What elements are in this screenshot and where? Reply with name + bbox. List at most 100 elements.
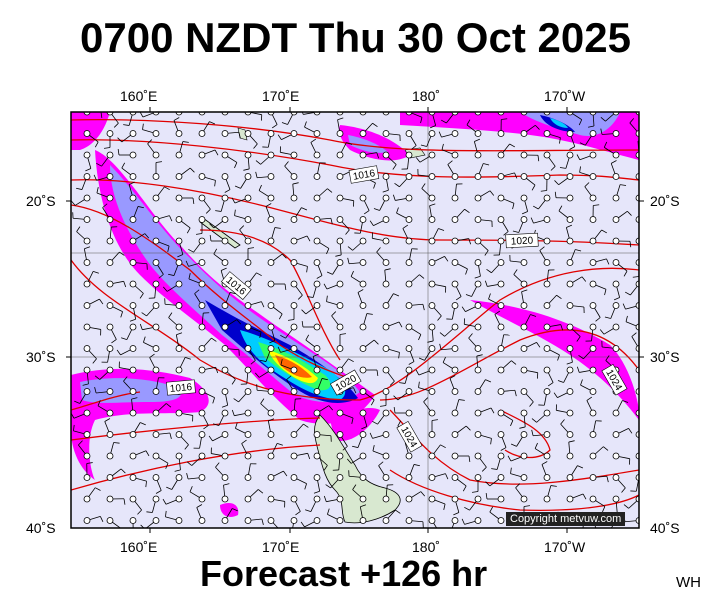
- wind-barb: [515, 483, 528, 503]
- wind-barb: [290, 474, 307, 490]
- wind-barb: [396, 207, 413, 223]
- wind-barb: [162, 495, 183, 505]
- wind-barb: [286, 375, 298, 395]
- wind-barb: [234, 173, 252, 189]
- wind-barb: [210, 447, 229, 460]
- wind-barb: [612, 428, 633, 438]
- wind-barb: [610, 160, 620, 180]
- wind-barb: [244, 130, 258, 149]
- wind-barb: [215, 194, 229, 212]
- left-axis-label: 20˚S: [26, 193, 56, 209]
- wind-barb: [566, 493, 587, 503]
- wind-barb: [474, 163, 490, 180]
- wind-barb: [313, 431, 332, 442]
- wind-barb: [497, 172, 518, 180]
- wind-barb: [428, 473, 449, 481]
- wind-barb: [83, 323, 102, 336]
- rain-core-cyan: [550, 118, 568, 128]
- wind-barb: [612, 237, 632, 248]
- wind-barb: [188, 237, 206, 253]
- wind-barb: [175, 141, 189, 159]
- wind-barb: [175, 167, 195, 180]
- wind-barb: [129, 302, 137, 322]
- wind-barb: [558, 205, 574, 223]
- wind-barb: [584, 182, 597, 202]
- wind-barb: [491, 452, 505, 470]
- wind-barb: [267, 495, 286, 508]
- wind-barb: [423, 397, 436, 417]
- wind-barb: [369, 431, 390, 439]
- wind-barb: [198, 312, 210, 331]
- wind-barb: [439, 343, 459, 352]
- top-axis-label: 160˚E: [120, 88, 158, 104]
- wind-barb: [415, 366, 436, 376]
- wind-barb: [152, 403, 172, 417]
- wind-barb: [106, 280, 127, 288]
- wind-barb: [189, 486, 206, 503]
- wind-barb: [451, 517, 459, 528]
- wind-barb: [447, 160, 459, 180]
- wind-barb: [267, 323, 276, 344]
- wind-barb: [83, 462, 93, 481]
- wind-barb: [378, 461, 390, 481]
- isobar-label-text: 1020: [511, 235, 534, 247]
- wind-barb: [221, 292, 236, 309]
- isobar-line: [71, 139, 639, 181]
- wind-barb: [468, 333, 482, 352]
- wind-barb: [589, 229, 608, 245]
- wind-barb: [359, 122, 378, 137]
- wind-barb: [489, 506, 505, 524]
- wind-barb: [267, 302, 283, 320]
- isobar-labels: 1016 1020 1016 1016 1020 1024 1024: [166, 165, 628, 453]
- wind-barb: [497, 431, 507, 451]
- wind-barb: [369, 216, 390, 226]
- wind-barb: [284, 161, 298, 180]
- wind-barb: [493, 237, 505, 256]
- wind-barb: [198, 173, 216, 187]
- wind-barb: [267, 253, 287, 266]
- wind-barb: [540, 173, 551, 192]
- wind-barb: [554, 191, 574, 202]
- wind-barb: [359, 409, 368, 430]
- wind-barb: [290, 235, 311, 245]
- wind-barb: [117, 149, 137, 159]
- wind-barb: [193, 431, 206, 449]
- wind-barb: [372, 445, 390, 460]
- right-axis-label: 20˚S: [650, 193, 680, 209]
- wind-barb: [74, 388, 91, 404]
- wind-barb: [83, 516, 104, 524]
- wind-barb: [415, 151, 436, 163]
- wind-barb: [290, 517, 298, 528]
- wind-barb: [586, 396, 597, 417]
- left-axis-label: 30˚S: [26, 349, 56, 365]
- wind-barb: [578, 345, 597, 360]
- wind-barb: [240, 366, 252, 385]
- wind-barb: [117, 130, 137, 143]
- wind-barb: [520, 289, 528, 309]
- wind-barb: [357, 289, 367, 309]
- wind-barb: [164, 298, 183, 309]
- wind-barb: [149, 353, 160, 374]
- wind-barb: [73, 424, 91, 438]
- wind-barb: [258, 184, 275, 202]
- wind-barb: [507, 452, 528, 462]
- wind-barb: [313, 237, 330, 255]
- wind-barb: [213, 248, 229, 266]
- wind-barb: [520, 342, 541, 352]
- wind-barb: [543, 485, 557, 503]
- wind-barb: [382, 509, 401, 524]
- wind-barb: [221, 173, 231, 193]
- wind-barb: [336, 333, 346, 352]
- wind-barb: [359, 339, 379, 352]
- wind-barb: [603, 141, 620, 159]
- wind-barb: [83, 298, 104, 309]
- wind-barb: [241, 439, 252, 460]
- wind-barb: [382, 321, 403, 331]
- wind-barb: [451, 425, 471, 438]
- wind-barb: [152, 431, 172, 439]
- wind-barb: [473, 138, 482, 159]
- wind-barb: [313, 452, 328, 471]
- wind-barb: [382, 345, 400, 359]
- wind-barb: [520, 388, 534, 407]
- wind-barb: [428, 444, 446, 460]
